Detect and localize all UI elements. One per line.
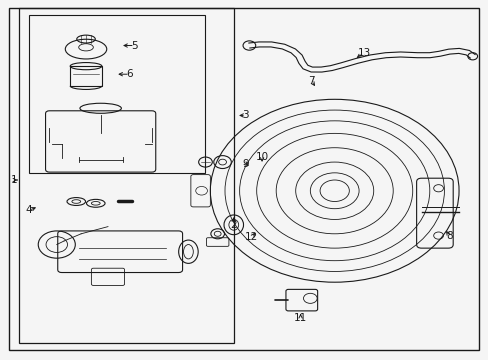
- Text: 7: 7: [308, 76, 314, 86]
- Text: 8: 8: [445, 231, 452, 240]
- Text: 3: 3: [242, 111, 249, 121]
- Bar: [70, 66, 102, 86]
- Bar: [29, 15, 204, 173]
- Text: 10: 10: [255, 152, 268, 162]
- Text: 13: 13: [357, 48, 370, 58]
- Text: 6: 6: [126, 69, 133, 79]
- Bar: [19, 8, 233, 343]
- Text: 9: 9: [242, 159, 249, 169]
- Text: 4: 4: [25, 206, 32, 216]
- Text: 5: 5: [131, 41, 138, 50]
- Text: 11: 11: [293, 313, 306, 323]
- Text: 2: 2: [230, 220, 237, 230]
- Text: 1: 1: [11, 175, 18, 185]
- Text: 12: 12: [244, 232, 258, 242]
